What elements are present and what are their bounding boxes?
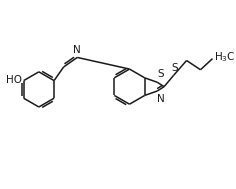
Text: N: N xyxy=(157,94,165,104)
Text: HO: HO xyxy=(6,75,22,85)
Text: H$_3$C: H$_3$C xyxy=(214,50,236,64)
Text: S: S xyxy=(171,64,178,74)
Text: S: S xyxy=(158,70,164,79)
Text: N: N xyxy=(73,45,81,55)
